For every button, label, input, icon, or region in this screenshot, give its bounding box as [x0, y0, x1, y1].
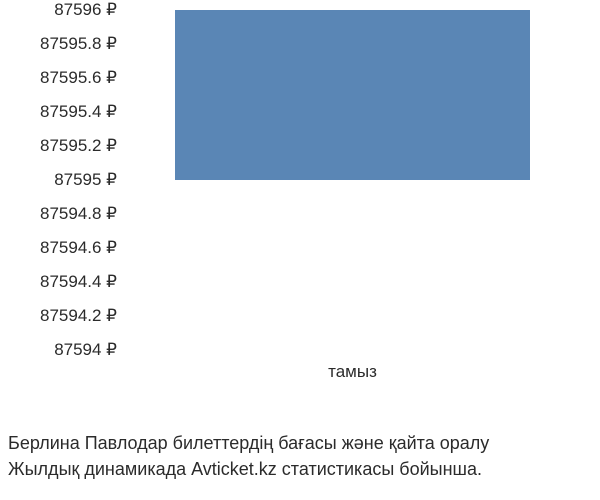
- price-chart: 87596 ₽87595.8 ₽87595.6 ₽87595.4 ₽87595.…: [0, 10, 600, 390]
- y-tick-label: 87594 ₽: [54, 340, 117, 360]
- bar: [175, 10, 530, 180]
- y-tick-label: 87595 ₽: [54, 170, 117, 190]
- y-tick-label: 87595.8 ₽: [40, 34, 117, 54]
- x-tick-label: тамыз: [328, 362, 377, 382]
- y-tick-label: 87594.8 ₽: [40, 204, 117, 224]
- caption-line-2: Жылдық динамикада Avticket.kz статистика…: [8, 456, 489, 482]
- y-tick-label: 87594.6 ₽: [40, 238, 117, 258]
- y-tick-label: 87595.6 ₽: [40, 68, 117, 88]
- y-tick-label: 87594.2 ₽: [40, 306, 117, 326]
- plot-area: тамыз: [125, 10, 580, 350]
- y-axis: 87596 ₽87595.8 ₽87595.6 ₽87595.4 ₽87595.…: [0, 10, 125, 350]
- y-tick-label: 87595.4 ₽: [40, 102, 117, 122]
- y-tick-label: 87596 ₽: [54, 0, 117, 20]
- y-tick-label: 87595.2 ₽: [40, 136, 117, 156]
- caption-line-1: Берлина Павлодар билеттердің бағасы және…: [8, 430, 489, 456]
- chart-caption: Берлина Павлодар билеттердің бағасы және…: [8, 430, 489, 482]
- y-tick-label: 87594.4 ₽: [40, 272, 117, 292]
